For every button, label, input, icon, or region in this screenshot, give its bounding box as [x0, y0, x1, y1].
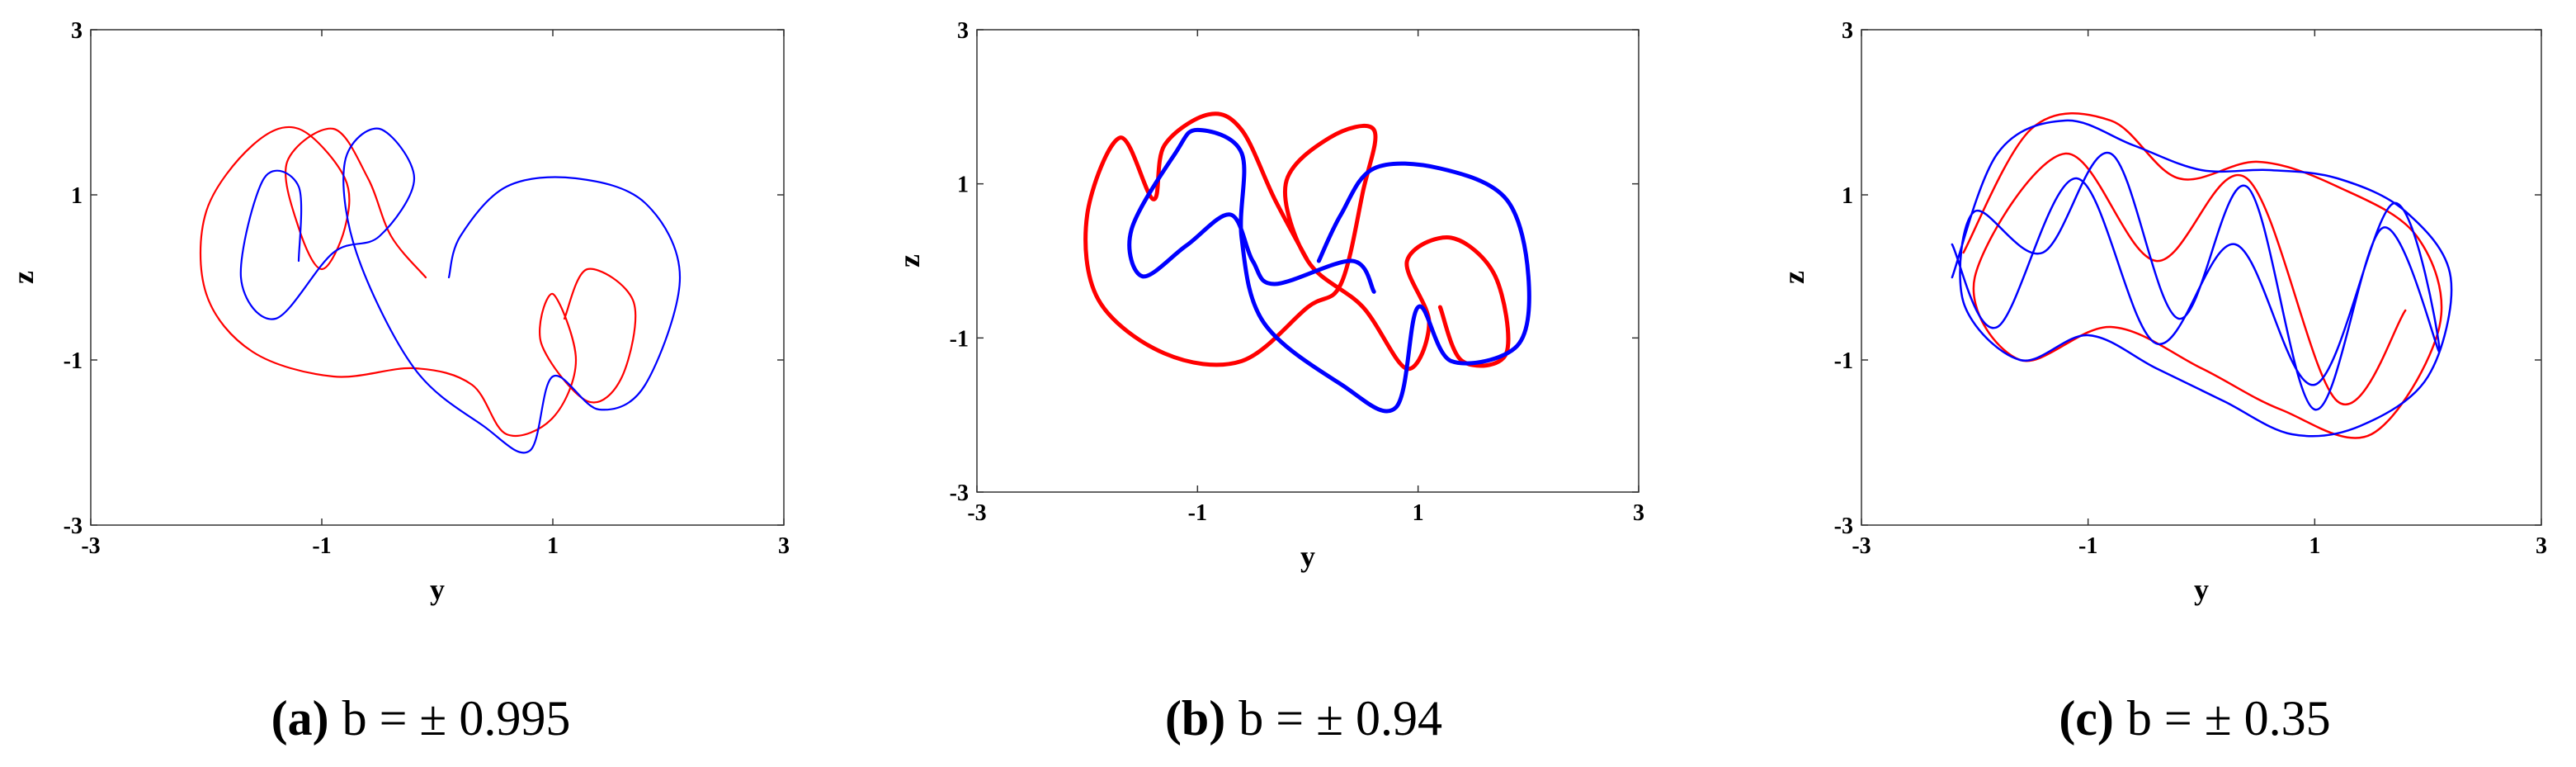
trajectory — [1962, 111, 2443, 439]
x-axis-label: y — [1300, 540, 1315, 573]
caption-tag: (b) — [1165, 691, 1225, 746]
y-axis-label: z — [7, 271, 40, 284]
trajectory — [1083, 111, 1511, 372]
x-tick-label: -1 — [1188, 500, 1207, 526]
plot-frame — [976, 29, 1639, 493]
y-tick-label: 1 — [1842, 183, 1853, 209]
y-tick-label: 3 — [71, 18, 83, 44]
x-tick-label: 1 — [547, 533, 559, 559]
y-tick-label: 1 — [957, 173, 969, 198]
y-tick-label: -1 — [64, 348, 83, 374]
trajectory — [1127, 127, 1531, 414]
caption-tag: (a) — [271, 691, 329, 746]
y-tick-label: -3 — [64, 514, 83, 539]
y-tick-label: 3 — [957, 18, 969, 44]
y-axis-label: z — [893, 254, 926, 268]
trajectory — [199, 125, 637, 437]
caption: (c) b = ± 0.35 — [2059, 691, 2330, 746]
plot-frame — [1861, 29, 2542, 526]
x-tick-label: -3 — [1852, 533, 1871, 559]
caption-text: b = ± 0.94 — [1238, 691, 1442, 746]
caption: (b) b = ± 0.94 — [1165, 691, 1442, 746]
y-tick-label: -1 — [950, 326, 969, 352]
y-tick-label: -1 — [1834, 348, 1853, 374]
x-tick-label: -1 — [2078, 533, 2097, 559]
caption-text: b = ± 0.35 — [2127, 691, 2331, 746]
plot-frame — [90, 29, 785, 526]
trajectory — [1951, 119, 2453, 438]
x-tick-label: -3 — [967, 500, 986, 526]
x-tick-label: 3 — [778, 533, 790, 559]
x-tick-label: 3 — [2536, 533, 2547, 559]
x-tick-label: -3 — [81, 533, 100, 559]
caption: (a) b = ± 0.995 — [271, 691, 571, 746]
x-axis-label: y — [2194, 573, 2209, 606]
trajectory — [239, 127, 682, 454]
x-axis-label: y — [430, 573, 445, 606]
x-tick-label: 1 — [2309, 533, 2320, 559]
y-tick-label: 3 — [1842, 18, 1853, 44]
y-tick-label: 1 — [71, 183, 83, 209]
y-axis-label: z — [1777, 271, 1810, 284]
x-tick-label: 1 — [1413, 500, 1424, 526]
y-tick-label: -3 — [950, 481, 969, 506]
x-tick-label: 3 — [1633, 500, 1644, 526]
y-tick-label: -3 — [1834, 514, 1853, 539]
x-tick-label: -1 — [312, 533, 331, 559]
caption-text: b = ± 0.995 — [342, 691, 571, 746]
caption-tag: (c) — [2059, 691, 2114, 746]
